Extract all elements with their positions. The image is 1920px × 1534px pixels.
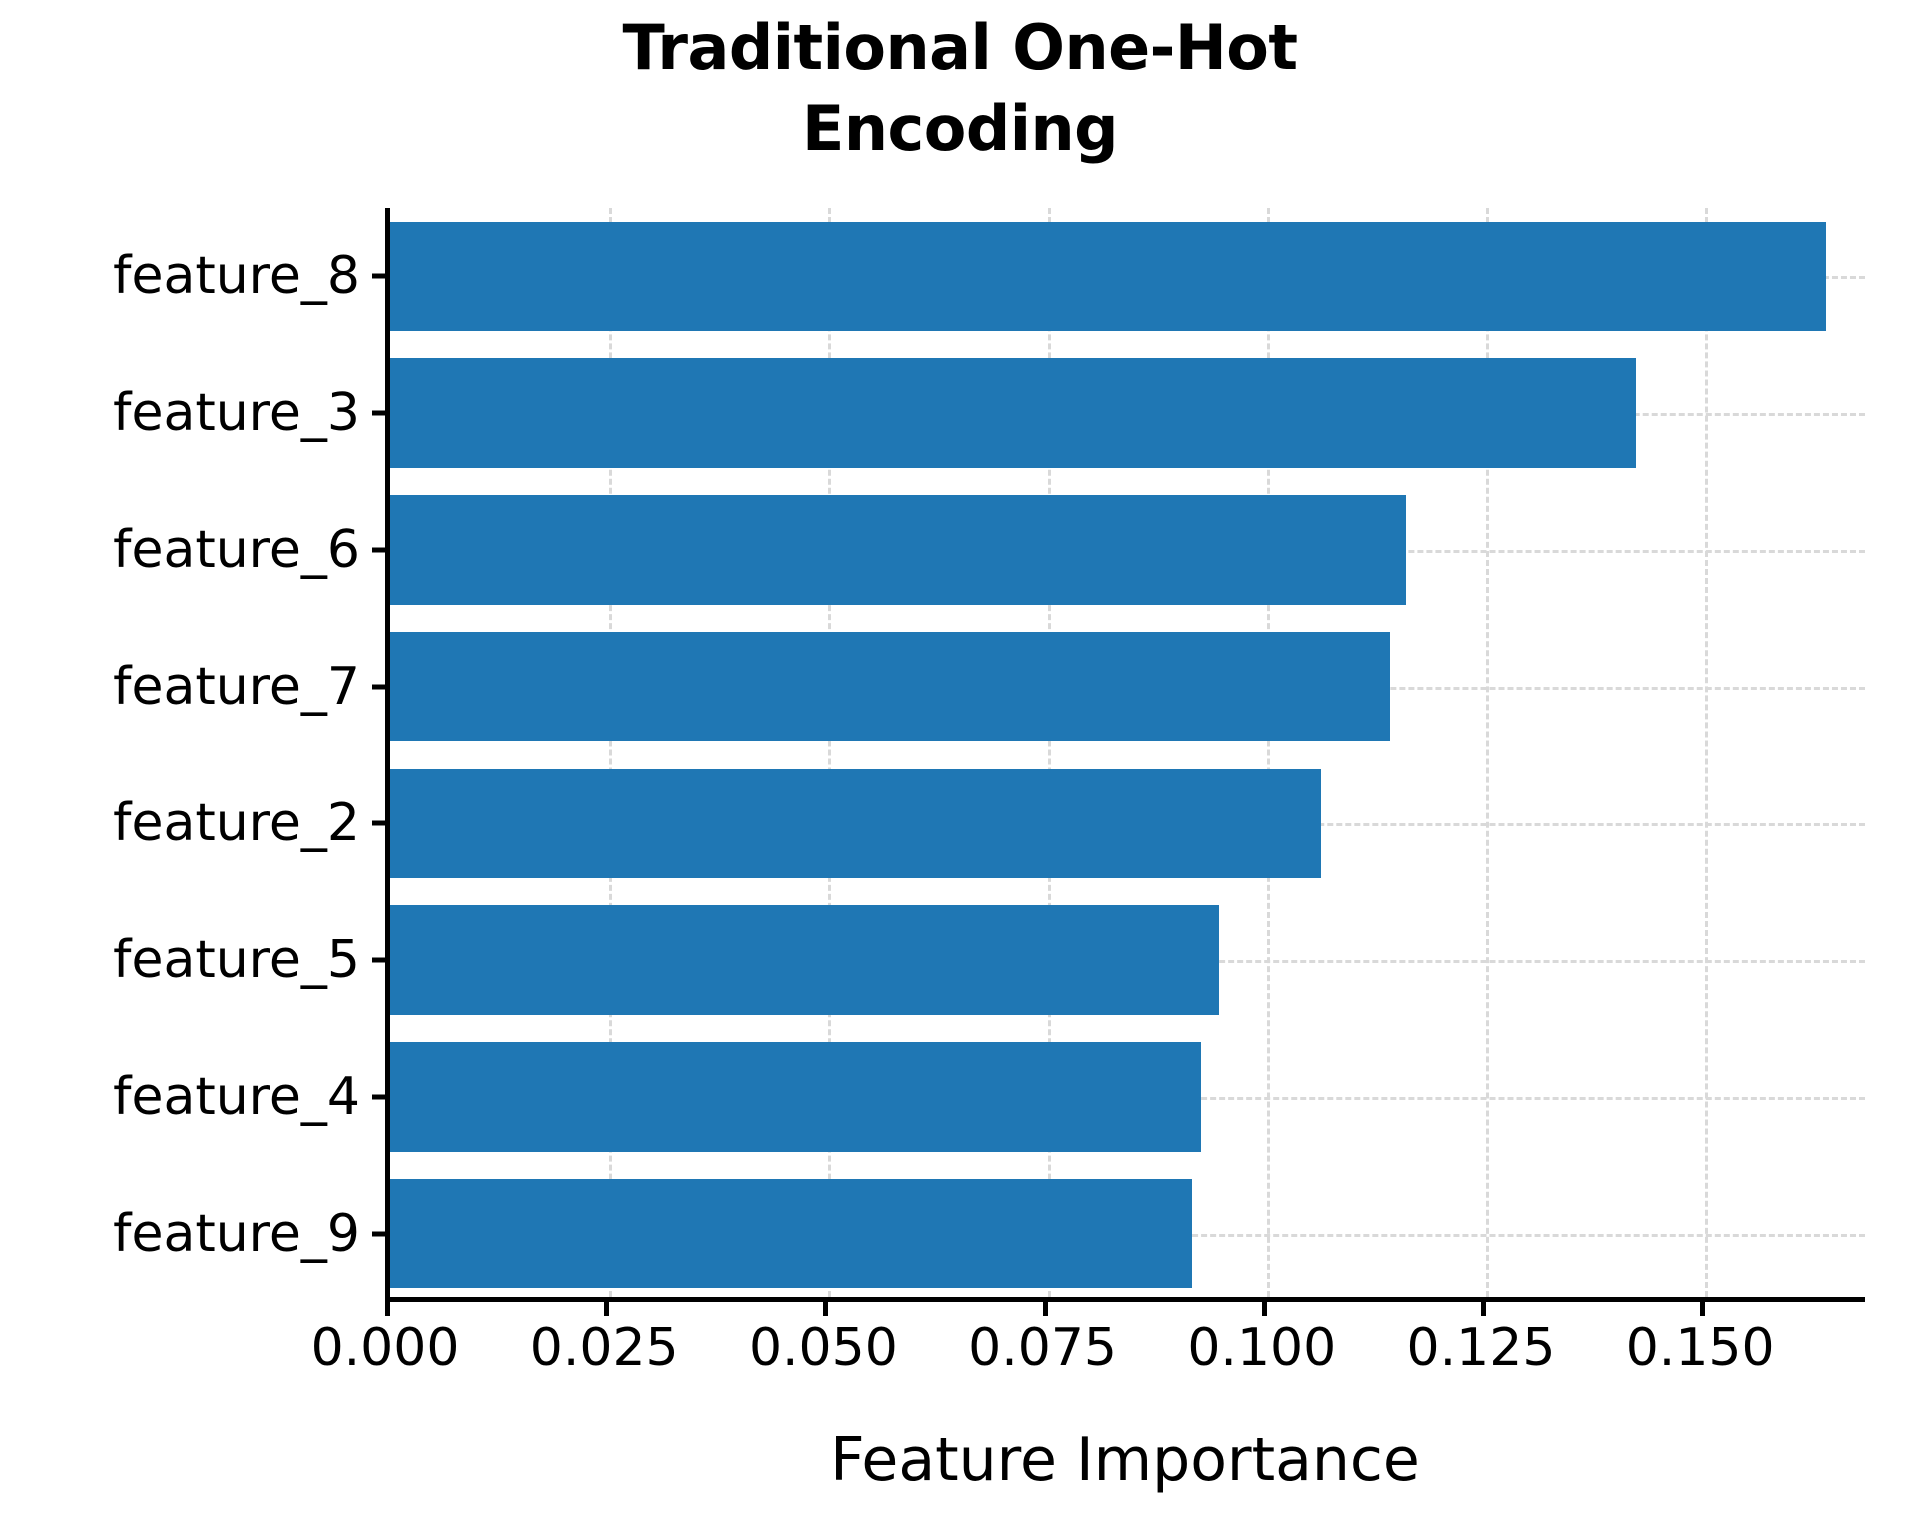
y-tick-label-feature_4: feature_4 (113, 1066, 360, 1127)
y-tick-mark (372, 410, 385, 416)
x-tick-label-0.075: 0.075 (968, 1318, 1118, 1378)
plot-area (385, 208, 1865, 1302)
bar-row (390, 905, 1865, 1015)
x-tick-label-0.100: 0.100 (1187, 1318, 1337, 1378)
bar-feature_7 (390, 631, 1390, 742)
y-tick-label-feature_2: feature_2 (113, 793, 360, 854)
y-tick-mark (372, 547, 385, 553)
x-gridline (1485, 208, 1489, 1297)
bar-feature_8 (390, 221, 1827, 332)
x-tick-mark (1480, 1302, 1486, 1316)
x-tick-label-0.025: 0.025 (529, 1318, 679, 1378)
chart-title: Traditional One-Hot Encoding (622, 11, 1298, 165)
x-tick-mark (1261, 1302, 1267, 1316)
bar-row (390, 495, 1865, 605)
x-tick-label-0.050: 0.050 (748, 1318, 898, 1378)
y-tick-label-feature_9: feature_9 (113, 1203, 360, 1264)
bar-row (390, 631, 1865, 742)
x-tick-label-0.125: 0.125 (1406, 1318, 1556, 1378)
bar-row (390, 1178, 1865, 1289)
bar-series (390, 208, 1865, 1297)
x-gridline (1266, 208, 1270, 1297)
y-tick-label-feature_6: feature_6 (113, 519, 360, 580)
x-tick-mark (1700, 1302, 1706, 1316)
x-tick-label-0.150: 0.150 (1625, 1318, 1775, 1378)
bar-feature_6 (390, 495, 1407, 605)
x-gridline (609, 208, 613, 1297)
y-tick-mark (372, 1094, 385, 1100)
x-gridline (1705, 208, 1709, 1297)
x-tick-mark (385, 1302, 390, 1316)
bar-row (390, 1042, 1865, 1152)
bar-row (390, 358, 1865, 468)
bar-feature_5 (390, 905, 1219, 1015)
x-tick-mark (604, 1302, 610, 1316)
x-gridline (1047, 208, 1051, 1297)
y-tick-label-feature_7: feature_7 (113, 656, 360, 717)
x-axis-tick-labels: 0.000 0.025 0.050 0.075 0.100 0.125 0.150 (0, 1318, 1920, 1408)
bar-feature_2 (390, 768, 1322, 879)
y-tick-mark (372, 957, 385, 963)
x-tick-mark (823, 1302, 829, 1316)
y-tick-label-feature_3: feature_3 (113, 383, 360, 444)
y-tick-label-feature_8: feature_8 (113, 246, 360, 307)
bar-row (390, 221, 1865, 332)
y-tick-mark (372, 684, 385, 690)
bar-feature_3 (390, 358, 1636, 468)
y-tick-mark (372, 820, 385, 826)
bar-feature_4 (390, 1042, 1202, 1152)
y-tick-mark (372, 273, 385, 279)
x-axis-label: Feature Importance (830, 1425, 1420, 1495)
bar-feature_9 (390, 1178, 1193, 1289)
x-tick-mark (1042, 1302, 1048, 1316)
bar-row (390, 768, 1865, 879)
x-gridline (828, 208, 832, 1297)
y-tick-mark (372, 1231, 385, 1237)
x-tick-label-0.000: 0.000 (310, 1318, 460, 1378)
y-tick-label-feature_5: feature_5 (113, 930, 360, 991)
